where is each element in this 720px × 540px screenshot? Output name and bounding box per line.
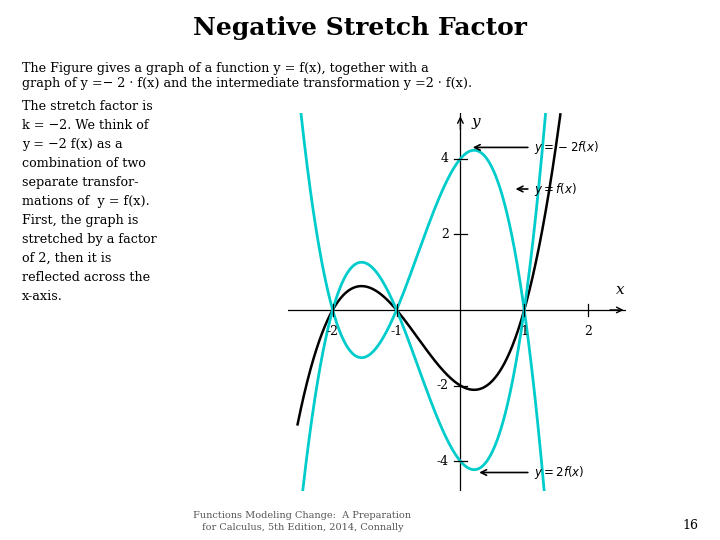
Text: graph of y =− 2 · f(x) and the intermediate transformation y =2 · f(x).: graph of y =− 2 · f(x) and the intermedi… (22, 77, 472, 90)
Text: The stretch factor is
k = −2. We think of
y = −2 f(x) as a
combination of two
se: The stretch factor is k = −2. We think o… (22, 100, 156, 303)
Text: Negative Stretch Factor: Negative Stretch Factor (193, 16, 527, 40)
Text: y: y (472, 116, 480, 129)
Text: -4: -4 (437, 455, 449, 468)
Text: The Figure gives a graph of a function y = f(x), together with a: The Figure gives a graph of a function y… (22, 62, 428, 75)
Text: $y = -2f(x)$: $y = -2f(x)$ (534, 139, 598, 156)
Text: 4: 4 (441, 152, 449, 165)
Text: 2: 2 (584, 325, 592, 338)
Text: x: x (616, 283, 624, 297)
Text: Functions Modeling Change:  A Preparation
for Calculus, 5th Edition, 2014, Conna: Functions Modeling Change: A Preparation… (194, 511, 411, 532)
Text: 1: 1 (521, 325, 528, 338)
Text: $y = 2f(x)$: $y = 2f(x)$ (534, 464, 584, 481)
Text: $y = f(x)$: $y = f(x)$ (534, 180, 577, 198)
Text: -2: -2 (437, 379, 449, 392)
Text: -1: -1 (390, 325, 402, 338)
Text: -2: -2 (327, 325, 338, 338)
Text: 2: 2 (441, 228, 449, 241)
Text: 16: 16 (683, 519, 698, 532)
